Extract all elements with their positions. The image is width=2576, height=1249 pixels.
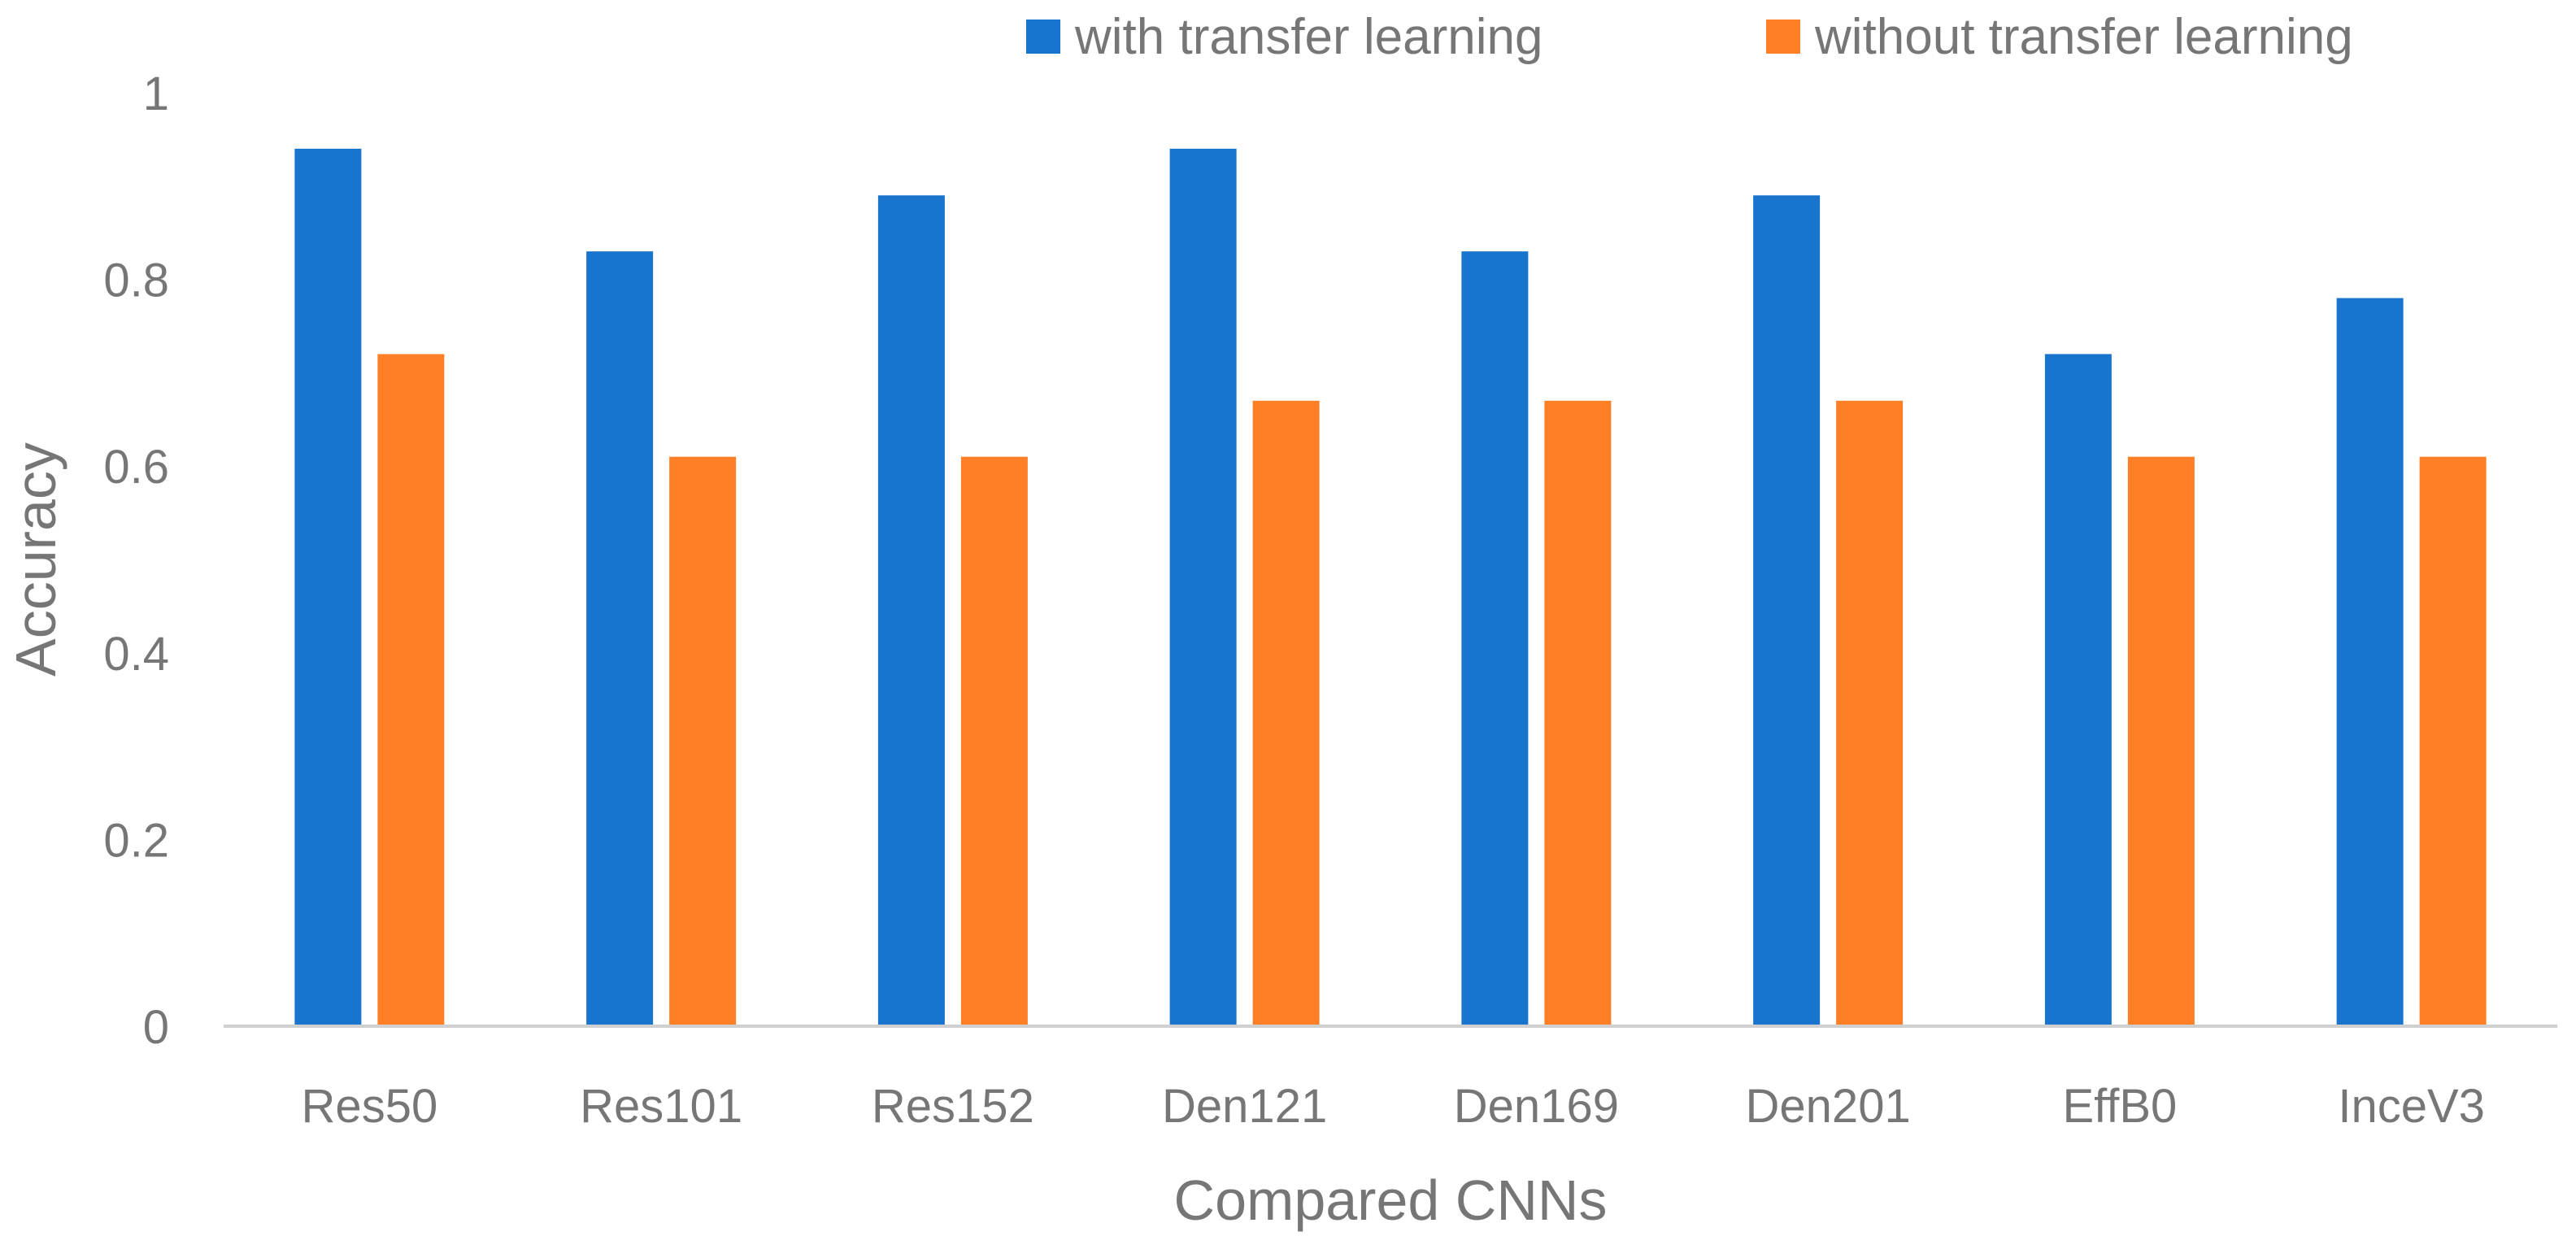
- legend-swatch-with-transfer: [1026, 20, 1060, 54]
- bar-with-transfer-den201: [1753, 195, 1821, 1026]
- y-axis-title: Accuracy: [4, 442, 67, 677]
- bar-with-transfer-den121: [1169, 148, 1237, 1026]
- legend: with transfer learning without transfer l…: [1026, 9, 2353, 65]
- y-tick-label: 0: [143, 1001, 169, 1054]
- bar-without-transfer-res50: [377, 354, 445, 1026]
- x-tick-label: Res50: [302, 1080, 438, 1133]
- x-tick-label: InceV3: [2338, 1080, 2485, 1133]
- y-tick-label: 0.6: [103, 441, 169, 494]
- legend-swatch-without-transfer: [1766, 20, 1800, 54]
- legend-label: with transfer learning: [1074, 9, 1543, 65]
- bar-with-transfer-res152: [877, 195, 945, 1026]
- bar-without-transfer-effb0: [2127, 456, 2195, 1026]
- bar-without-transfer-res101: [669, 456, 737, 1026]
- x-tick-label: Den201: [1746, 1080, 1911, 1133]
- y-tick-label: 0.4: [103, 628, 169, 681]
- bar-without-transfer-den121: [1252, 400, 1320, 1027]
- x-tick-label: Res152: [872, 1080, 1034, 1133]
- bar-without-transfer-res152: [960, 456, 1028, 1026]
- y-tick-label: 0.2: [103, 814, 169, 867]
- x-axis-title: Compared CNNs: [1174, 1168, 1608, 1232]
- x-tick-label: Den121: [1162, 1080, 1327, 1133]
- bar-without-transfer-den201: [1836, 400, 1904, 1027]
- x-tick-label: Den169: [1454, 1080, 1619, 1133]
- bar-without-transfer-incev3: [2419, 456, 2487, 1026]
- x-tick-label: Res101: [580, 1080, 742, 1133]
- bar-with-transfer-res101: [586, 251, 654, 1026]
- x-axis-tick-labels: Res50 Res101 Res152 Den121 Den169 Den201 EffB0…: [302, 1080, 2485, 1133]
- bar-with-transfer-res50: [294, 148, 362, 1026]
- bar-with-transfer-den169: [1461, 251, 1529, 1026]
- y-axis-ticks: 0 0.2 0.4 0.6 0.8 1: [103, 67, 169, 1054]
- bars: [294, 148, 2487, 1027]
- y-tick-label: 0.8: [103, 255, 169, 307]
- y-tick-label: 1: [143, 67, 169, 120]
- bar-without-transfer-den169: [1544, 400, 1612, 1027]
- bar-with-transfer-incev3: [2336, 298, 2404, 1026]
- legend-label: without transfer learning: [1814, 9, 2353, 65]
- x-tick-label: EffB0: [2062, 1080, 2177, 1133]
- bar-with-transfer-effb0: [2044, 354, 2112, 1026]
